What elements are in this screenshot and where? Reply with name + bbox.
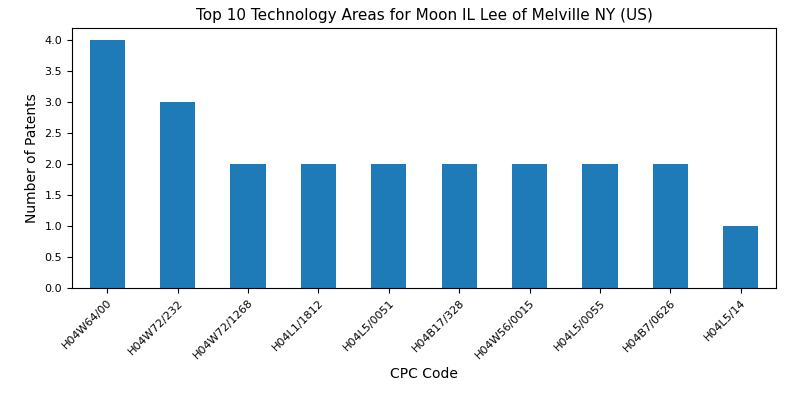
Bar <box>301 164 336 288</box>
Bar <box>160 102 195 288</box>
Bar <box>582 164 618 288</box>
Bar <box>653 164 688 288</box>
Bar <box>723 226 758 288</box>
Y-axis label: Number of Patents: Number of Patents <box>25 93 39 223</box>
Bar <box>371 164 406 288</box>
Bar <box>230 164 266 288</box>
Bar <box>512 164 547 288</box>
Title: Top 10 Technology Areas for Moon IL Lee of Melville NY (US): Top 10 Technology Areas for Moon IL Lee … <box>195 8 653 23</box>
X-axis label: CPC Code: CPC Code <box>390 367 458 381</box>
Bar <box>442 164 477 288</box>
Bar <box>90 40 125 288</box>
